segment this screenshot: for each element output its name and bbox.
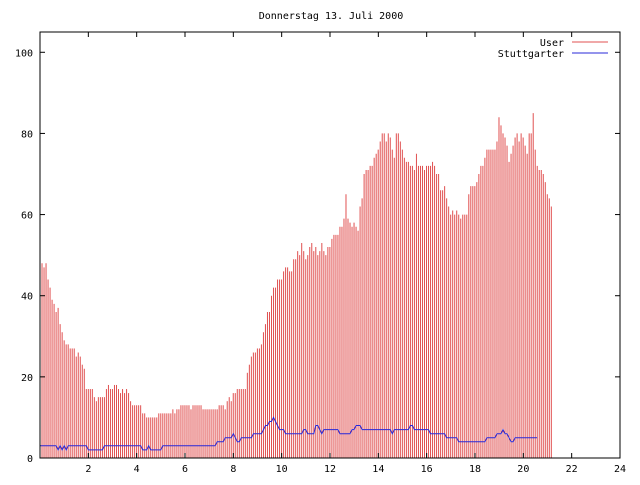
- x-tick-label: 20: [517, 464, 529, 475]
- legend-label-user: User: [540, 38, 564, 49]
- legend-label-stuttgarter: Stuttgarter: [498, 49, 564, 60]
- y-tick-label: 20: [21, 373, 33, 384]
- x-tick-label: 10: [276, 464, 288, 475]
- y-tick-label: 60: [21, 211, 33, 222]
- x-tick-label: 2: [85, 464, 91, 475]
- x-tick-label: 6: [182, 464, 188, 475]
- x-tick-label: 14: [372, 464, 384, 475]
- x-tick-label: 4: [134, 464, 140, 475]
- y-tick-label: 40: [21, 292, 33, 303]
- x-tick-label: 18: [469, 464, 481, 475]
- x-tick-label: 24: [614, 464, 626, 475]
- x-tick-label: 8: [230, 464, 236, 475]
- y-tick-label: 80: [21, 129, 33, 140]
- chart-title: Donnerstag 13. Juli 2000: [259, 11, 404, 22]
- legend: User Stuttgarter: [498, 38, 608, 60]
- stuttgarter-series-line-group: [40, 416, 538, 452]
- user-series-impulses: [39, 113, 552, 458]
- x-tick-label: 12: [324, 464, 336, 475]
- x-tick-label: 22: [566, 464, 578, 475]
- y-tick-label: 100: [15, 48, 33, 59]
- stuttgarter-series-line: [40, 416, 538, 452]
- y-tick-label: 0: [27, 454, 33, 465]
- x-tick-label: 16: [421, 464, 433, 475]
